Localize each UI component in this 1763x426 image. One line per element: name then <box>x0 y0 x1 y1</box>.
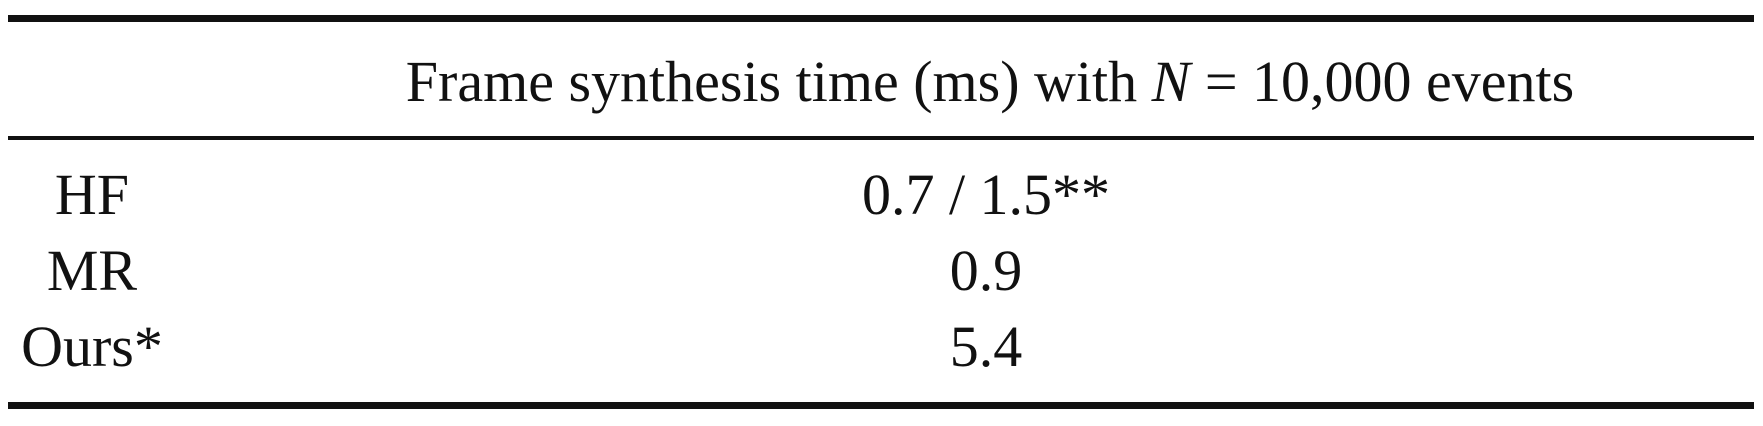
bottom-rule <box>8 402 1754 409</box>
top-rule <box>8 15 1754 22</box>
row-method-label: MR <box>46 238 138 303</box>
column-header-prefix: Frame synthesis time (ms) with <box>405 49 1152 114</box>
row-method-label: Ours* <box>21 314 163 379</box>
row-time-value: 0.7 / 1.5** <box>861 162 1111 227</box>
row-time-value: 5.4 <box>949 314 1023 379</box>
header-rule <box>8 136 1754 140</box>
column-header-variable: N <box>1151 49 1191 114</box>
row-time-value: 0.9 <box>949 238 1023 303</box>
column-header: Frame synthesis time (ms) with N = 10,00… <box>150 42 1763 122</box>
column-header-suffix: = 10,000 events <box>1190 49 1575 114</box>
row-method-label: HF <box>54 162 130 227</box>
